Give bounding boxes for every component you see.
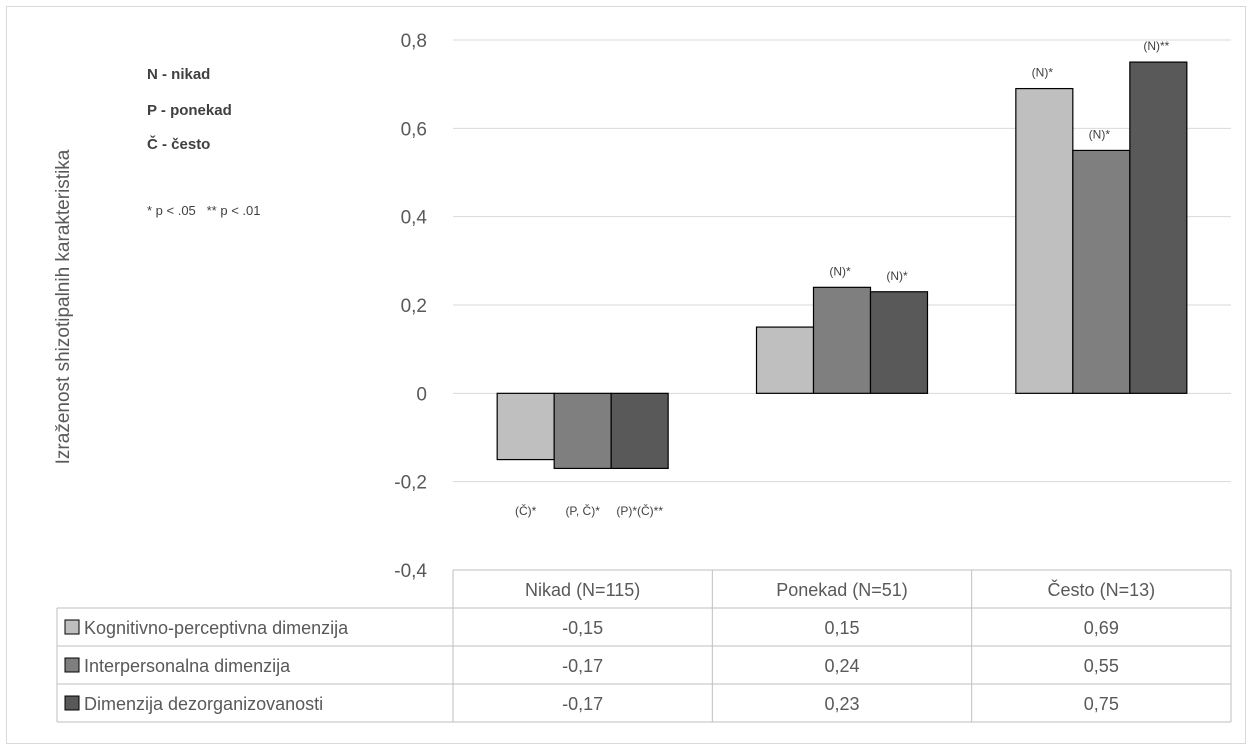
- bar-annotation: (P, Č)*: [565, 503, 600, 518]
- bar: [812, 286, 872, 394]
- bar: [496, 392, 555, 461]
- x-category-label: Ponekad (N=51): [776, 580, 908, 600]
- chart-frame: 0,8 0,6 0,4 0,2 0 -0,2 -0,4 (Č)* (P, Č)* (P)*(Č)…: [6, 6, 1246, 744]
- x-category-label: Često (N=13): [1048, 579, 1156, 600]
- y-tick-label: 0,8: [401, 31, 427, 52]
- y-tick-label: 0: [416, 384, 427, 405]
- legend-swatch: [64, 619, 80, 635]
- legend-swatch: [64, 695, 80, 711]
- bar-annotation: (N)*: [1089, 127, 1111, 141]
- table-cell-value: -0,17: [562, 656, 603, 676]
- bar-annotation: (P)*(Č)**: [616, 503, 663, 518]
- key-legend-cesto: Č - često: [147, 135, 210, 153]
- bar-annotation: (N)*: [829, 264, 851, 278]
- y-tick-label: -0,2: [394, 473, 427, 494]
- table-cell-value: 0,23: [824, 694, 859, 714]
- bar: [1129, 61, 1188, 394]
- y-tick-label: 0,4: [401, 208, 428, 229]
- series-name: Dimenzija dezorganizovanosti: [84, 694, 323, 714]
- table-cell-value: 0,15: [824, 618, 859, 638]
- bar-annotation: (Č)*: [515, 503, 537, 518]
- bar-annotation: (N)*: [1032, 66, 1054, 80]
- y-tick-label: 0,6: [401, 119, 427, 140]
- significance-note: * p < .05 ** p < .01: [147, 203, 260, 218]
- chart: 0,8 0,6 0,4 0,2 0 -0,2 -0,4 (Č)* (P, Č)* (P)*(Č)…: [53, 31, 1232, 723]
- table-cell-value: -0,17: [562, 694, 603, 714]
- bar: [610, 392, 669, 470]
- table-cell-value: 0,75: [1084, 694, 1119, 714]
- bar: [1015, 87, 1074, 394]
- bar: [1072, 149, 1131, 394]
- y-axis-label: Izraženost shizotipalnih karakteristika: [53, 149, 74, 464]
- bar: [553, 392, 612, 470]
- bar: [869, 291, 929, 394]
- key-legend-nikad: N - nikad: [147, 66, 210, 83]
- table-cell-value: -0,15: [562, 618, 603, 638]
- bar-annotation: (N)*: [886, 269, 908, 283]
- bar-annotation: (N)**: [1143, 39, 1169, 53]
- bar: [755, 326, 815, 394]
- series-name: Kognitivno-perceptivna dimenzija: [84, 618, 349, 638]
- y-tick-label: 0,2: [401, 296, 427, 317]
- series-name: Interpersonalna dimenzija: [84, 656, 291, 676]
- table-cell-value: 0,24: [824, 656, 859, 676]
- y-tick-label: -0,4: [394, 561, 427, 582]
- x-category-label: Nikad (N=115): [525, 580, 640, 600]
- key-legend-ponekad: P - ponekad: [147, 102, 232, 119]
- legend-swatch: [64, 657, 80, 673]
- table-cell-value: 0,69: [1084, 618, 1119, 638]
- table-cell-value: 0,55: [1084, 656, 1119, 676]
